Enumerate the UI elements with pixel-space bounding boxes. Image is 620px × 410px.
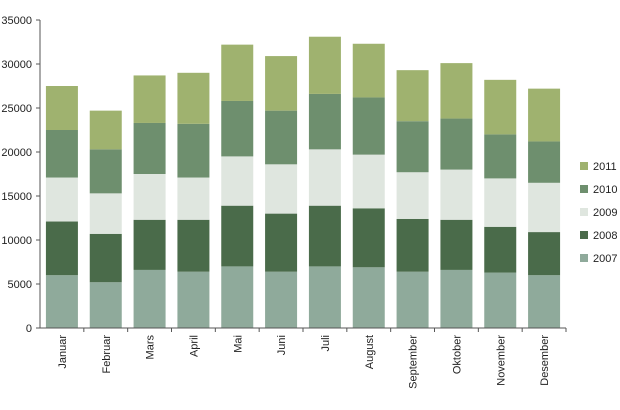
plot-area — [45, 36, 561, 328]
bar-segment-2007 — [352, 267, 385, 328]
bar-segment-2009 — [352, 154, 385, 209]
bar-segment-2010 — [45, 130, 78, 178]
y-axis-ticks: 0 5000 10000 15000 20000 25000 30000 35000 — [1, 15, 40, 335]
bar-segment-2007 — [440, 269, 473, 328]
bar-segment-2009 — [308, 149, 341, 206]
bar-segment-2007 — [89, 282, 122, 328]
x-tick-label: Juni — [276, 335, 288, 355]
bar-segment-2007 — [528, 275, 561, 328]
y-tick-label: 25000 — [1, 103, 32, 115]
bar-segment-2007 — [265, 271, 298, 328]
bar-segment-2007 — [133, 269, 166, 328]
bar-segment-2009 — [265, 164, 298, 214]
bar-segment-2007 — [308, 266, 341, 328]
x-tick-label: Oktober — [451, 335, 463, 374]
bar-segment-2008 — [89, 233, 122, 283]
legend: 2011 2010 2009 2008 2007 — [580, 161, 617, 265]
bar-segment-2008 — [440, 219, 473, 270]
y-tick-label: 20000 — [1, 147, 32, 159]
x-tick-label: Januar — [57, 335, 69, 369]
bar-segment-2008 — [221, 205, 254, 267]
y-tick-label: 5000 — [8, 279, 32, 291]
bar-segment-2010 — [440, 118, 473, 170]
bar-segment-2007 — [177, 271, 210, 328]
legend-label-2009: 2009 — [593, 207, 617, 219]
bar-segment-2007 — [396, 271, 429, 328]
bar-segment-2007 — [484, 272, 517, 328]
legend-label-2011: 2011 — [593, 161, 617, 173]
legend-swatch-2007 — [580, 254, 588, 262]
bar-segment-2010 — [396, 121, 429, 173]
bar-segment-2009 — [528, 182, 561, 233]
bar-segment-2009 — [484, 178, 517, 227]
x-tick-label: August — [364, 335, 376, 369]
bar-segment-2011 — [308, 36, 341, 94]
bar-segment-2009 — [45, 177, 78, 222]
bar-segment-2011 — [440, 63, 473, 119]
y-tick-label: 30000 — [1, 59, 32, 71]
bar-segment-2010 — [352, 97, 385, 155]
legend-label-2008: 2008 — [593, 230, 617, 242]
bar-segment-2008 — [133, 219, 166, 270]
y-tick-label: 10000 — [1, 235, 32, 247]
x-tick-label: September — [408, 335, 420, 389]
bar-segment-2011 — [133, 75, 166, 123]
bar-segment-2011 — [352, 43, 385, 98]
bar-segment-2009 — [396, 172, 429, 219]
bar-segment-2011 — [89, 110, 122, 150]
legend-swatch-2009 — [580, 208, 588, 216]
bar-segment-2010 — [177, 123, 210, 178]
bar-segment-2009 — [440, 169, 473, 220]
bar-segment-2009 — [89, 193, 122, 234]
x-axis-ticks: Januar Februar Mars April Mai Juni Juli August S… — [57, 328, 567, 389]
legend-label-2007: 2007 — [593, 253, 617, 265]
legend-label-2010: 2010 — [593, 184, 617, 196]
bar-segment-2011 — [484, 79, 517, 135]
bar-segment-2008 — [308, 205, 341, 267]
bar-segment-2011 — [45, 86, 78, 130]
x-tick-label: Mai — [232, 335, 244, 353]
bar-segment-2010 — [528, 141, 561, 183]
bar-segment-2011 — [221, 44, 254, 101]
bar-segment-2008 — [396, 218, 429, 272]
legend-swatch-2010 — [580, 185, 588, 193]
legend-swatch-2008 — [580, 231, 588, 239]
bar-segment-2008 — [352, 208, 385, 268]
bar-segment-2007 — [45, 275, 78, 328]
bar-segment-2011 — [528, 88, 561, 142]
x-tick-label: April — [188, 335, 200, 357]
x-tick-label: November — [495, 335, 507, 386]
bar-segment-2011 — [396, 70, 429, 122]
bar-segment-2008 — [177, 219, 210, 272]
x-tick-label: Desember — [539, 335, 551, 386]
bar-segment-2011 — [265, 56, 298, 111]
bar-segment-2010 — [89, 149, 122, 194]
bar-segment-2008 — [45, 221, 78, 276]
legend-swatch-2011 — [580, 162, 588, 170]
bar-segment-2008 — [484, 226, 517, 273]
x-tick-label: Juli — [320, 335, 332, 352]
bar-segment-2010 — [265, 110, 298, 165]
y-tick-label: 15000 — [1, 191, 32, 203]
bar-segment-2009 — [221, 156, 254, 206]
bar-segment-2009 — [133, 174, 166, 220]
bar-segment-2011 — [177, 72, 210, 124]
bar-segment-2008 — [265, 213, 298, 272]
bar-segment-2008 — [528, 232, 561, 276]
bar-segment-2010 — [221, 100, 254, 157]
x-tick-label: Februar — [101, 335, 113, 374]
bar-segment-2010 — [308, 93, 341, 150]
y-tick-label: 0 — [26, 323, 32, 335]
bar-segment-2009 — [177, 177, 210, 220]
bar-segment-2010 — [133, 122, 166, 174]
x-tick-label: Mars — [145, 335, 157, 360]
y-tick-label: 35000 — [1, 15, 32, 27]
bar-segment-2010 — [484, 134, 517, 179]
bar-segment-2007 — [221, 266, 254, 328]
